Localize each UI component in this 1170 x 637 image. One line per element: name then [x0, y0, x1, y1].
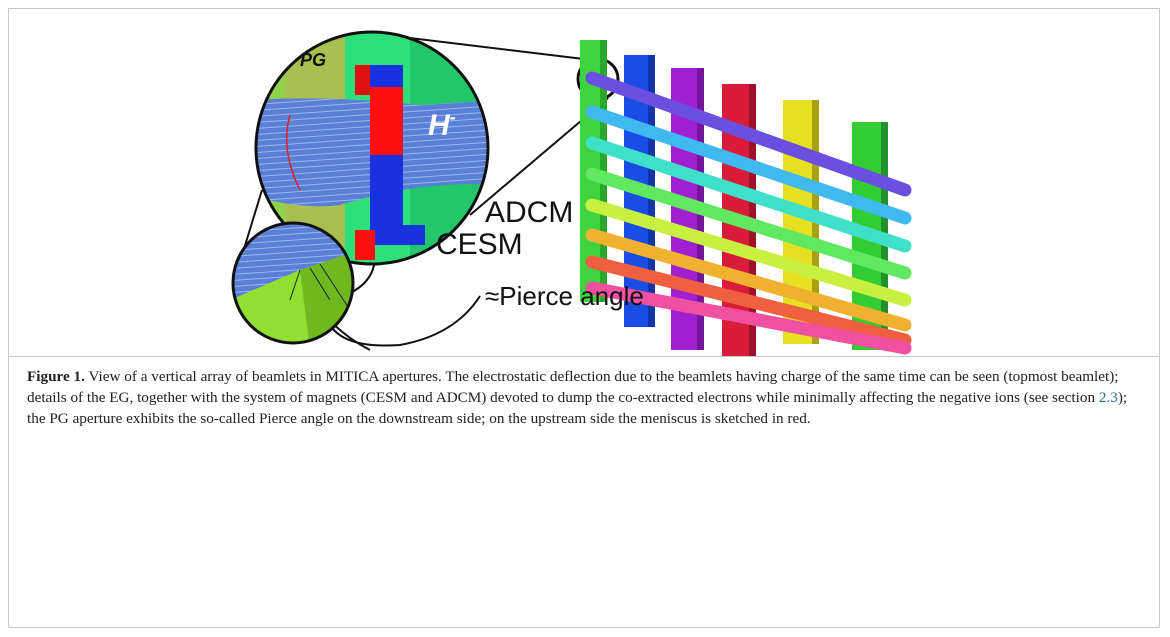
- page: PG EG H- ADCM CESM ≈Pierce angle Figure …: [0, 0, 1170, 637]
- caption-text: View of a vertical array of beamlets in …: [27, 368, 1119, 406]
- section-link[interactable]: 2.3: [1099, 389, 1118, 406]
- pierce-label: ≈Pierce angle: [485, 281, 644, 311]
- adcm-label: ADCM: [485, 196, 573, 229]
- figure-illustration: PG EG H- ADCM CESM ≈Pierce angle: [0, 0, 1170, 356]
- ion-symbol: H: [428, 109, 451, 142]
- caption-rule: [8, 356, 1160, 357]
- ion-charge: -: [450, 107, 456, 127]
- cesm-label: CESM: [436, 228, 523, 261]
- figure-caption: Figure 1. View of a vertical array of be…: [27, 366, 1147, 429]
- caption-label: Figure 1.: [27, 368, 85, 385]
